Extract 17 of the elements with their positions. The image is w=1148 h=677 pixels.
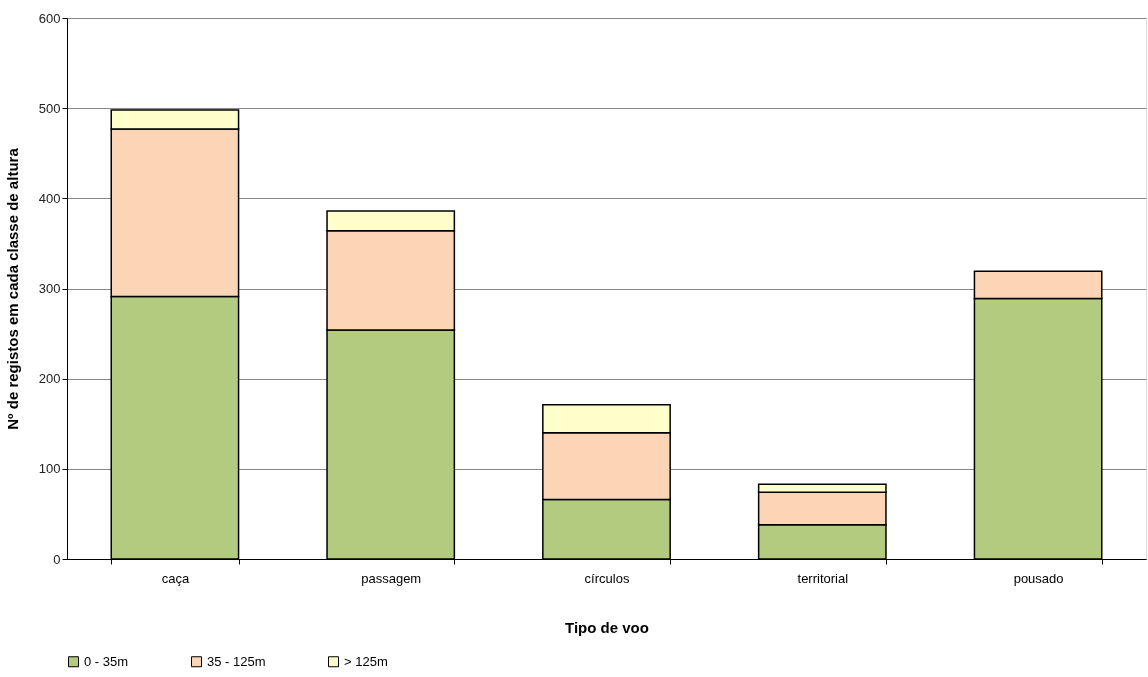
y-axis-title: Nº de registos em cada classe de altura — [3, 147, 21, 430]
x-tick-label: caça — [161, 570, 190, 586]
x-axis-title: Tipo de voo — [565, 618, 649, 636]
y-tick-label: 100 — [38, 461, 61, 477]
x-tick-label: pousado — [1013, 570, 1064, 586]
legend-label: 0 - 35m — [84, 653, 129, 669]
y-tick-label: 300 — [38, 281, 61, 296]
x-tick-label: passagem — [361, 570, 422, 586]
legend-label: > 125m — [344, 653, 388, 669]
x-tick-label: círculos — [584, 570, 630, 586]
y-tick-label: 400 — [38, 190, 61, 206]
y-tick-label: 200 — [38, 371, 61, 387]
y-tick-label: 500 — [38, 100, 61, 116]
legend-label: 35 - 125m — [207, 653, 266, 669]
x-tick-label: territorial — [797, 570, 849, 586]
y-tick-label: 0 — [53, 551, 61, 567]
y-tick-label: 600 — [38, 10, 61, 26]
